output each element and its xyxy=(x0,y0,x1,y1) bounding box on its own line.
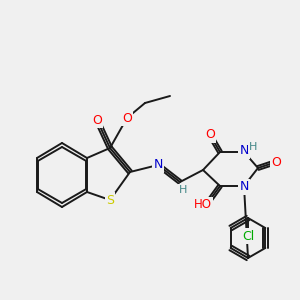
Text: N: N xyxy=(153,158,163,172)
Text: N: N xyxy=(239,145,249,158)
Text: O: O xyxy=(271,155,281,169)
Text: N: N xyxy=(239,181,249,194)
Text: O: O xyxy=(205,128,215,142)
Text: H: H xyxy=(179,185,187,195)
Text: Cl: Cl xyxy=(242,230,254,242)
Text: H: H xyxy=(249,142,257,152)
Text: HO: HO xyxy=(194,199,212,212)
Text: O: O xyxy=(122,112,132,124)
Text: S: S xyxy=(106,194,114,206)
Text: O: O xyxy=(92,113,102,127)
